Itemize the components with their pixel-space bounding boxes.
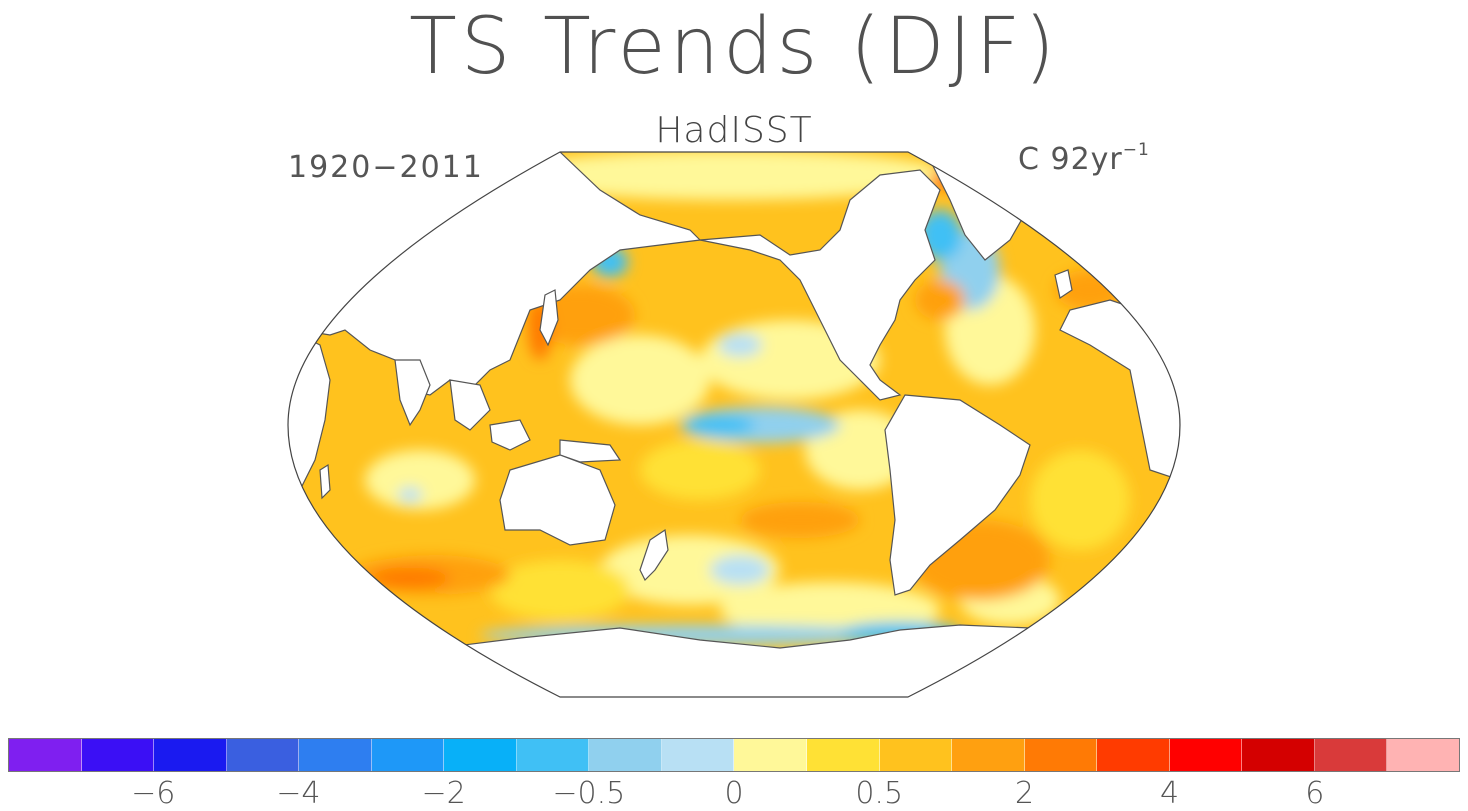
colorbar-swatch xyxy=(444,739,517,771)
colorbar-tick-label: −2 xyxy=(421,776,466,811)
colorbar-labels: −6 −4 −2 −0.5 0 0.5 2 4 6 xyxy=(0,776,1468,811)
patch-strong-si xyxy=(370,568,450,588)
colorbar-swatch xyxy=(1314,739,1388,771)
land-australia xyxy=(499,454,616,546)
colorbar-swatch xyxy=(1387,739,1459,771)
patch-cool-eqpac-core xyxy=(685,415,755,435)
patch-cool-spac xyxy=(710,555,770,585)
colorbar-swatch xyxy=(371,739,445,771)
patch-pale-arctic xyxy=(510,152,950,200)
colorbar xyxy=(8,738,1460,772)
land-uk xyxy=(1054,269,1073,299)
land-se-asia xyxy=(449,379,491,431)
trend-patches xyxy=(350,152,1130,645)
colorbar-tick-label: 4 xyxy=(1160,776,1180,811)
colorbar-swatch xyxy=(226,739,300,771)
map-border xyxy=(287,151,1181,698)
patch-warm-light-3 xyxy=(640,440,760,500)
units-exponent: −1 xyxy=(1122,140,1150,160)
colorbar-tick-label: −6 xyxy=(131,776,176,811)
patch-orange-natl-gs xyxy=(915,280,965,320)
colorbar-swatch xyxy=(81,739,155,771)
patch-orange-spac xyxy=(740,502,860,538)
colorbar-swatch xyxy=(1169,739,1243,771)
colorbar-swatch xyxy=(734,739,808,771)
patch-pale-io xyxy=(365,450,475,510)
ocean-field xyxy=(288,152,1180,697)
land-south-america xyxy=(884,394,1031,596)
colorbar-swatch xyxy=(589,739,662,771)
units-label: C 92yr−1 xyxy=(1018,140,1150,177)
colorbar-swatch xyxy=(9,739,82,771)
land-borneo xyxy=(489,419,531,451)
land-north-america xyxy=(699,169,941,401)
colorbar-swatch xyxy=(879,739,953,771)
colorbar-tick-label: 2 xyxy=(1014,776,1034,811)
colorbar-tick-label: 0.5 xyxy=(855,776,904,811)
colorbar-swatch xyxy=(661,739,735,771)
colorbar-tick-label: 0 xyxy=(724,776,744,811)
colorbar-swatch xyxy=(807,739,880,771)
patch-warm-light-2 xyxy=(1030,450,1130,550)
colorbar-tick-label: −0.5 xyxy=(552,776,626,811)
colorbar-swatch xyxy=(1024,739,1098,771)
colorbar-swatch xyxy=(154,739,227,771)
land-madagascar xyxy=(319,463,331,500)
time-period: 1920−2011 xyxy=(288,150,484,185)
patch-cool-npac xyxy=(718,333,762,357)
colorbar-swatch xyxy=(1097,739,1170,771)
land-new-guinea xyxy=(559,439,622,463)
land-japan xyxy=(539,289,559,347)
patch-warm-light-1 xyxy=(490,560,630,620)
land-masses xyxy=(288,152,1180,697)
patch-cool-io xyxy=(398,487,422,503)
colorbar-swatch xyxy=(516,739,590,771)
land-india xyxy=(394,359,431,427)
colorbar-tick-label: 6 xyxy=(1305,776,1325,811)
colorbar-swatch xyxy=(299,739,372,771)
dataset-name: HadISST xyxy=(655,110,813,151)
colorbar-tick-label: −4 xyxy=(276,776,321,811)
units-base: C 92yr xyxy=(1018,142,1123,177)
colorbar-swatch xyxy=(952,739,1025,771)
patch-pale-spac xyxy=(600,535,780,605)
land-new-zealand xyxy=(639,528,669,582)
patch-pale-npac xyxy=(570,335,710,425)
map-title: TS Trends (DJF) xyxy=(409,2,1059,92)
colorbar-swatch xyxy=(1242,739,1315,771)
